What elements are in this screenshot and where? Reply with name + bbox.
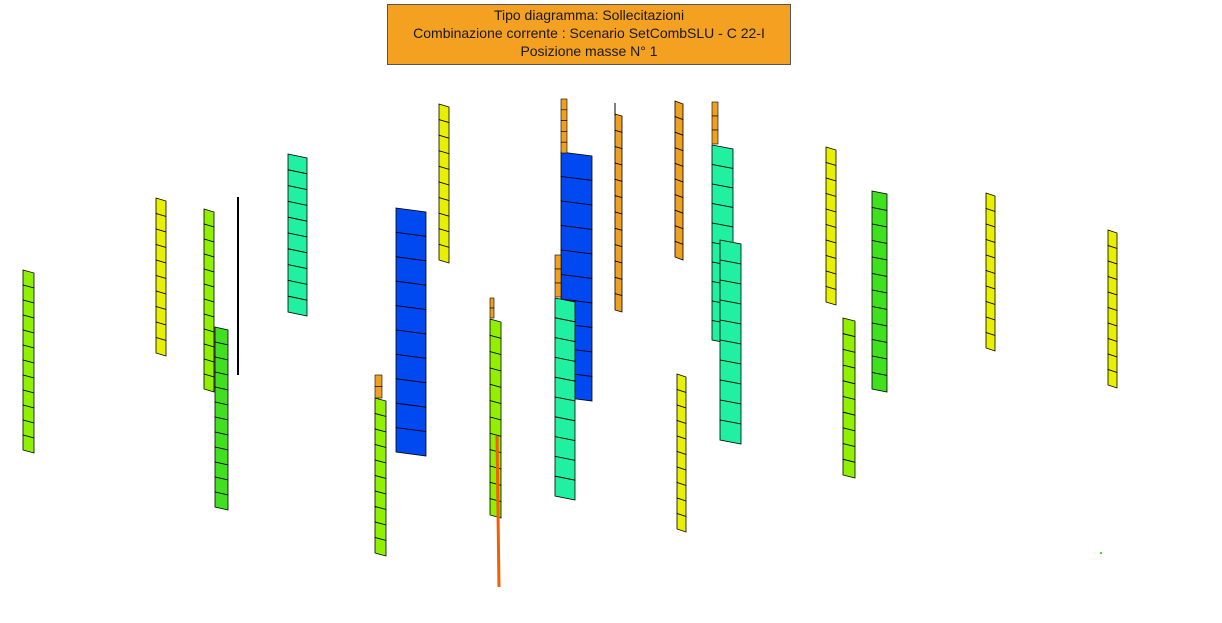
beam-stress-segment [554,475,576,501]
beam-stress-strip[interactable] [395,207,427,457]
beam-stress-strip[interactable] [1107,229,1118,389]
beam-stress-segment [614,129,623,150]
beam-stress-segment [614,146,623,166]
beam-stress-segment [719,419,742,445]
beam-cap-segment [711,115,719,131]
beam-stress-strip[interactable] [203,208,215,393]
beam-stress-segment [438,243,450,264]
beam-stress-segment [22,434,35,454]
beam-stress-segment [871,372,888,393]
beam-cap-strip[interactable] [489,297,495,319]
beam-cap-segment [554,282,562,298]
beam-stress-segment [560,274,593,304]
beam-cap-strip[interactable] [560,98,568,154]
beam-stress-segment [674,240,684,261]
beam-stress-segment [614,260,623,280]
beam-stress-segment [395,402,427,433]
beam-stress-strip[interactable] [871,190,888,393]
beam-stress-strip[interactable] [674,100,684,261]
beam-cap-segment [560,98,568,111]
beam-stress-segment [676,512,687,533]
beam-stress-strip[interactable] [22,269,35,454]
beam-stress-segment [287,295,308,317]
beam-cap-segment [489,307,495,319]
beam-stress-segment [614,293,623,313]
beam-stress-segment [374,536,387,557]
beam-stress-segment [614,178,623,199]
beam-stress-segment [985,331,996,352]
beam-stress-segment [1107,368,1118,389]
beam-cap-segment [554,268,562,284]
beam-stress-segment [614,244,623,264]
beam-stress-strip[interactable] [825,146,837,306]
beam-stress-strip[interactable] [287,153,308,317]
beam-cap-segment [374,374,383,387]
beam-stress-segment [155,336,167,357]
beam-axis-line[interactable] [495,435,501,588]
beam-cap-segment [560,131,568,143]
beam-stress-segment [614,227,623,248]
beam-stress-segment [203,373,215,393]
mass-position-label: Posizione masse N° 1 [520,43,658,59]
beam-stress-strip[interactable] [719,239,742,445]
beam-stress-strip[interactable] [155,197,167,357]
beam-stress-strip[interactable] [489,318,502,519]
beam-stress-segment [395,427,427,457]
beam-stress-segment [614,195,623,215]
beam-cap-segment [489,297,495,309]
beam-stress-segment [560,225,593,255]
beam-stress-strip[interactable] [438,103,450,264]
beam-cap-segment [560,120,568,132]
beam-stress-segment [614,162,623,182]
beam-stress-strip[interactable] [374,397,387,557]
beam-stress-segment [560,249,593,279]
beam-stress-segment [395,329,427,359]
beam-stress-strip[interactable] [842,317,856,479]
beam-stress-segment [395,280,427,311]
beam-stress-strip[interactable] [214,326,229,511]
beam-cap-strip[interactable] [711,101,719,145]
beam-stress-segment [842,458,856,479]
beam-stress-segment [395,378,427,408]
beam-stress-strip[interactable] [560,151,593,402]
beam-cap-segment [560,141,568,154]
beam-cap-segment [560,109,568,121]
beam-cap-segment [711,101,719,117]
beam-stress-segment [614,211,623,231]
beam-cap-strip[interactable] [554,254,562,298]
beam-stress-segment [395,256,427,286]
node-marker [1100,552,1102,554]
beam-stress-strip[interactable] [985,192,996,352]
beam-stress-strip[interactable] [676,373,687,533]
current-combination-label: Combinazione corrente : Scenario SetComb… [413,25,765,41]
beam-stress-segment [395,207,427,237]
beam-stress-segment [560,200,593,230]
beam-stress-segment [614,113,623,133]
beam-stress-segment [825,285,837,306]
beam-cap-segment [374,386,383,399]
beam-cap-segment [554,254,562,270]
beam-stress-segment [214,491,229,511]
beam-stress-segment [395,305,427,335]
beam-stress-segment [614,276,623,297]
beam-stress-segment [395,231,427,262]
diagram-type-label: Tipo diagramma: Sollecitazioni [493,7,685,23]
beam-stress-segment [395,353,427,384]
beam-stress-strip[interactable] [554,297,576,501]
beam-stress-segment [560,176,593,206]
beam-stress-strip[interactable] [614,113,623,313]
beam-stress-segment [560,151,593,181]
beam-cap-segment [711,129,719,145]
beam-cap-strip[interactable] [374,374,383,399]
diagram-info-box: Tipo diagramma: Sollecitazioni Combinazi… [387,4,791,65]
